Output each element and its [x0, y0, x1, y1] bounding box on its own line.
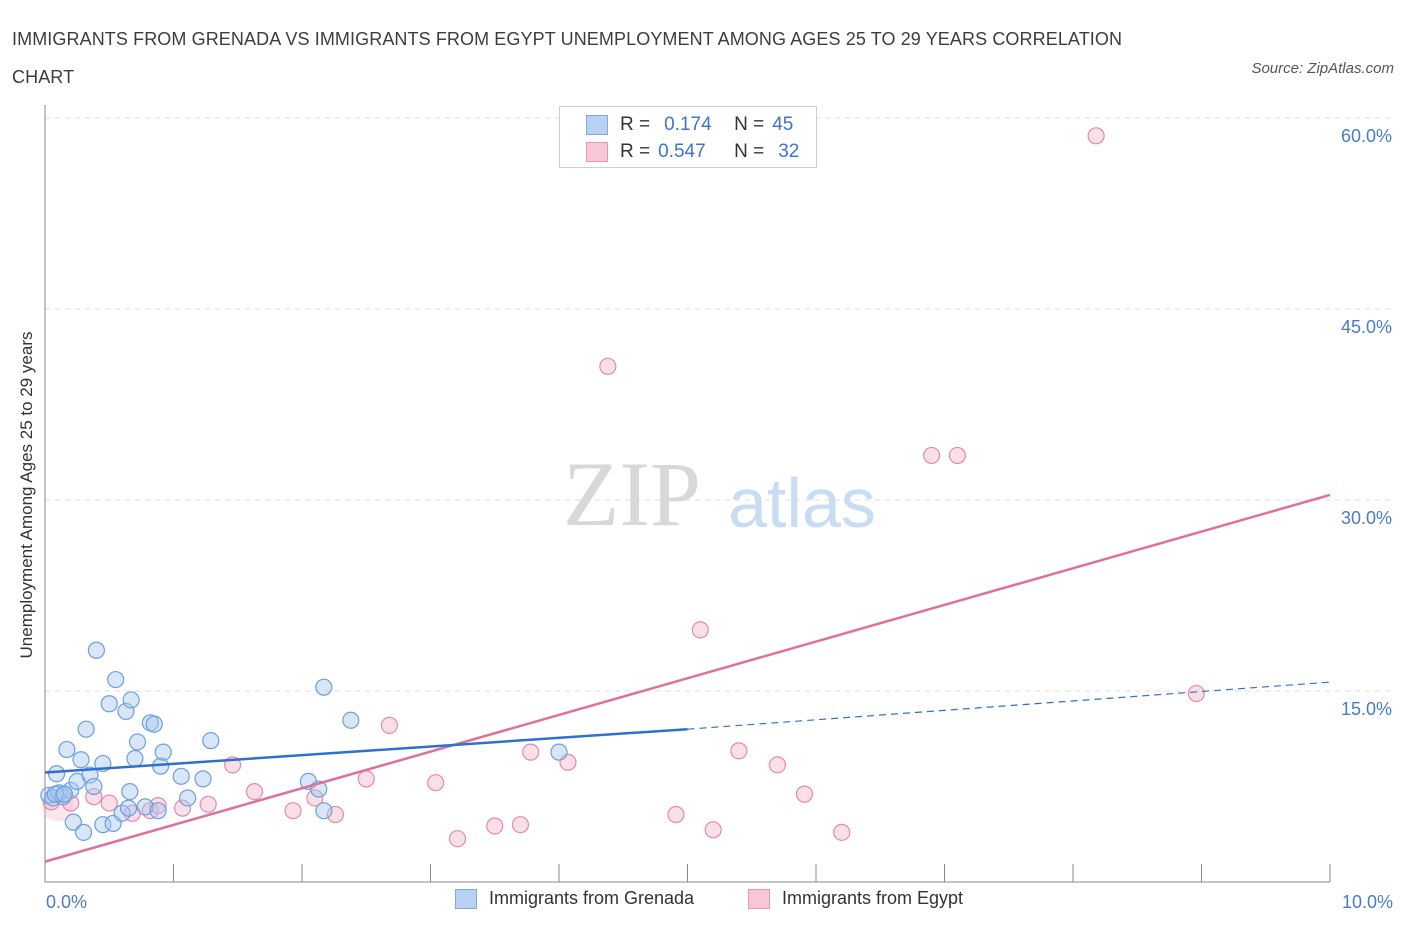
egypt-point [100, 794, 118, 812]
egypt-point [380, 716, 398, 734]
egypt-point [923, 446, 941, 465]
egypt-point [357, 770, 375, 788]
egypt-point [1087, 127, 1105, 145]
legend-box: R = 0.174 N = 45 R = 0.547 N = 32 [559, 106, 817, 168]
gridlines [45, 117, 1392, 692]
bottom-legend-grenada: Immigrants from Grenada [455, 888, 694, 909]
egypt-point [522, 743, 540, 761]
egypt-point [245, 782, 264, 801]
grenada-point [46, 785, 64, 803]
grenada-point [107, 670, 125, 689]
egypt-point [427, 774, 445, 792]
egypt-point [948, 446, 966, 465]
grenada-trend-extension [687, 681, 1331, 730]
grenada-points [40, 641, 568, 841]
grenada-point [128, 733, 147, 751]
egypt-point [704, 821, 722, 839]
grenada-point [55, 785, 73, 803]
legend-swatch-grenada [586, 115, 608, 135]
y-tick-label: 15.0% [1341, 699, 1392, 719]
legend-r-label: R = [620, 141, 651, 162]
grenada-point [154, 743, 172, 761]
grenada-point [136, 798, 154, 816]
grenada-point [85, 777, 103, 796]
legend-row-grenada: R = 0.174 N = 45 [586, 113, 793, 137]
egypt-point [768, 756, 787, 774]
bottom-legend-egypt: Immigrants from Egypt [748, 888, 963, 909]
grenada-point [149, 802, 167, 820]
grenada-point [72, 751, 90, 769]
grenada-point [179, 789, 197, 807]
legend-n-label: N = [734, 114, 765, 135]
watermark-atlas: atlas [728, 464, 876, 542]
egypt-point [599, 357, 617, 375]
grenada-point [100, 695, 118, 713]
egypt-point [730, 742, 748, 760]
legend-r-label: R = [620, 114, 651, 135]
egypt-point [486, 817, 504, 835]
egypt-point [448, 830, 467, 848]
grenada-point [58, 740, 76, 759]
legend-n-label: N = [734, 141, 765, 162]
grenada-point [172, 767, 190, 785]
watermark-zip: ZIP [563, 443, 701, 545]
bottom-legend-swatch-grenada [455, 888, 477, 909]
grenada-point [87, 641, 106, 659]
bottom-legend-label-egypt: Immigrants from Egypt [782, 888, 964, 908]
egypt-point [795, 785, 814, 803]
source-label: Source: ZipAtlas.com [1251, 60, 1394, 77]
grenada-point [119, 799, 138, 817]
legend-swatch-egypt [586, 142, 608, 162]
x-tick-label: 10.0% [1342, 892, 1393, 912]
egypt-point [173, 799, 192, 817]
bottom-legend-label-grenada: Immigrants from Grenada [489, 888, 695, 908]
legend-r-grenada: 0.174 [664, 114, 712, 135]
egypt-point [149, 796, 167, 815]
grenada-point [342, 711, 360, 729]
chart-title: IMMIGRANTS FROM GRENADA VS IMMIGRANTS FR… [12, 29, 1123, 87]
grenada-point [74, 823, 93, 841]
egypt-point [199, 795, 217, 813]
x-tick-labels: 0.0% 10.0% [46, 892, 1393, 912]
grenada-point [194, 770, 212, 788]
egypt-points [41, 127, 1205, 848]
x-tick-label: 0.0% [46, 892, 87, 912]
grenada-point [77, 720, 95, 738]
y-tick-label: 30.0% [1341, 508, 1392, 528]
y-tick-labels: 15.0% 30.0% 45.0% 60.0% [1341, 126, 1392, 719]
egypt-point [284, 802, 302, 820]
grenada-point [122, 691, 140, 709]
legend-n-egypt: 32 [778, 141, 800, 162]
trend-lines [44, 493, 1331, 863]
egypt-point [833, 823, 851, 841]
y-tick-label: 60.0% [1341, 126, 1392, 146]
legend-r-egypt: 0.547 [658, 141, 706, 162]
egypt-point [511, 816, 530, 834]
legend-row-egypt: R = 0.547 N = 32 [586, 140, 799, 164]
grenada-point [145, 715, 163, 733]
grenada-point [315, 802, 333, 820]
legend-n-grenada: 45 [772, 114, 794, 135]
grenada-point [550, 743, 568, 761]
axes [44, 105, 1331, 883]
egypt-point [691, 621, 709, 639]
egypt-point [667, 805, 685, 824]
bottom-legend: Immigrants from Grenada Immigrants from … [0, 888, 1406, 916]
watermark: ZIP atlas [563, 443, 876, 545]
grenada-point [64, 813, 82, 831]
y-tick-label: 45.0% [1341, 317, 1392, 337]
egypt-point [85, 788, 103, 806]
grenada-point [47, 765, 66, 783]
egypt-trend-line [44, 493, 1331, 863]
grenada-point [315, 678, 333, 696]
egypt-point [1187, 684, 1205, 703]
grenada-point [121, 782, 139, 801]
egypt-point [306, 789, 324, 807]
grenada-trend-line [44, 727, 688, 774]
grenada-point [126, 749, 144, 768]
bottom-legend-swatch-egypt [748, 888, 770, 909]
grenada-point [202, 732, 220, 750]
